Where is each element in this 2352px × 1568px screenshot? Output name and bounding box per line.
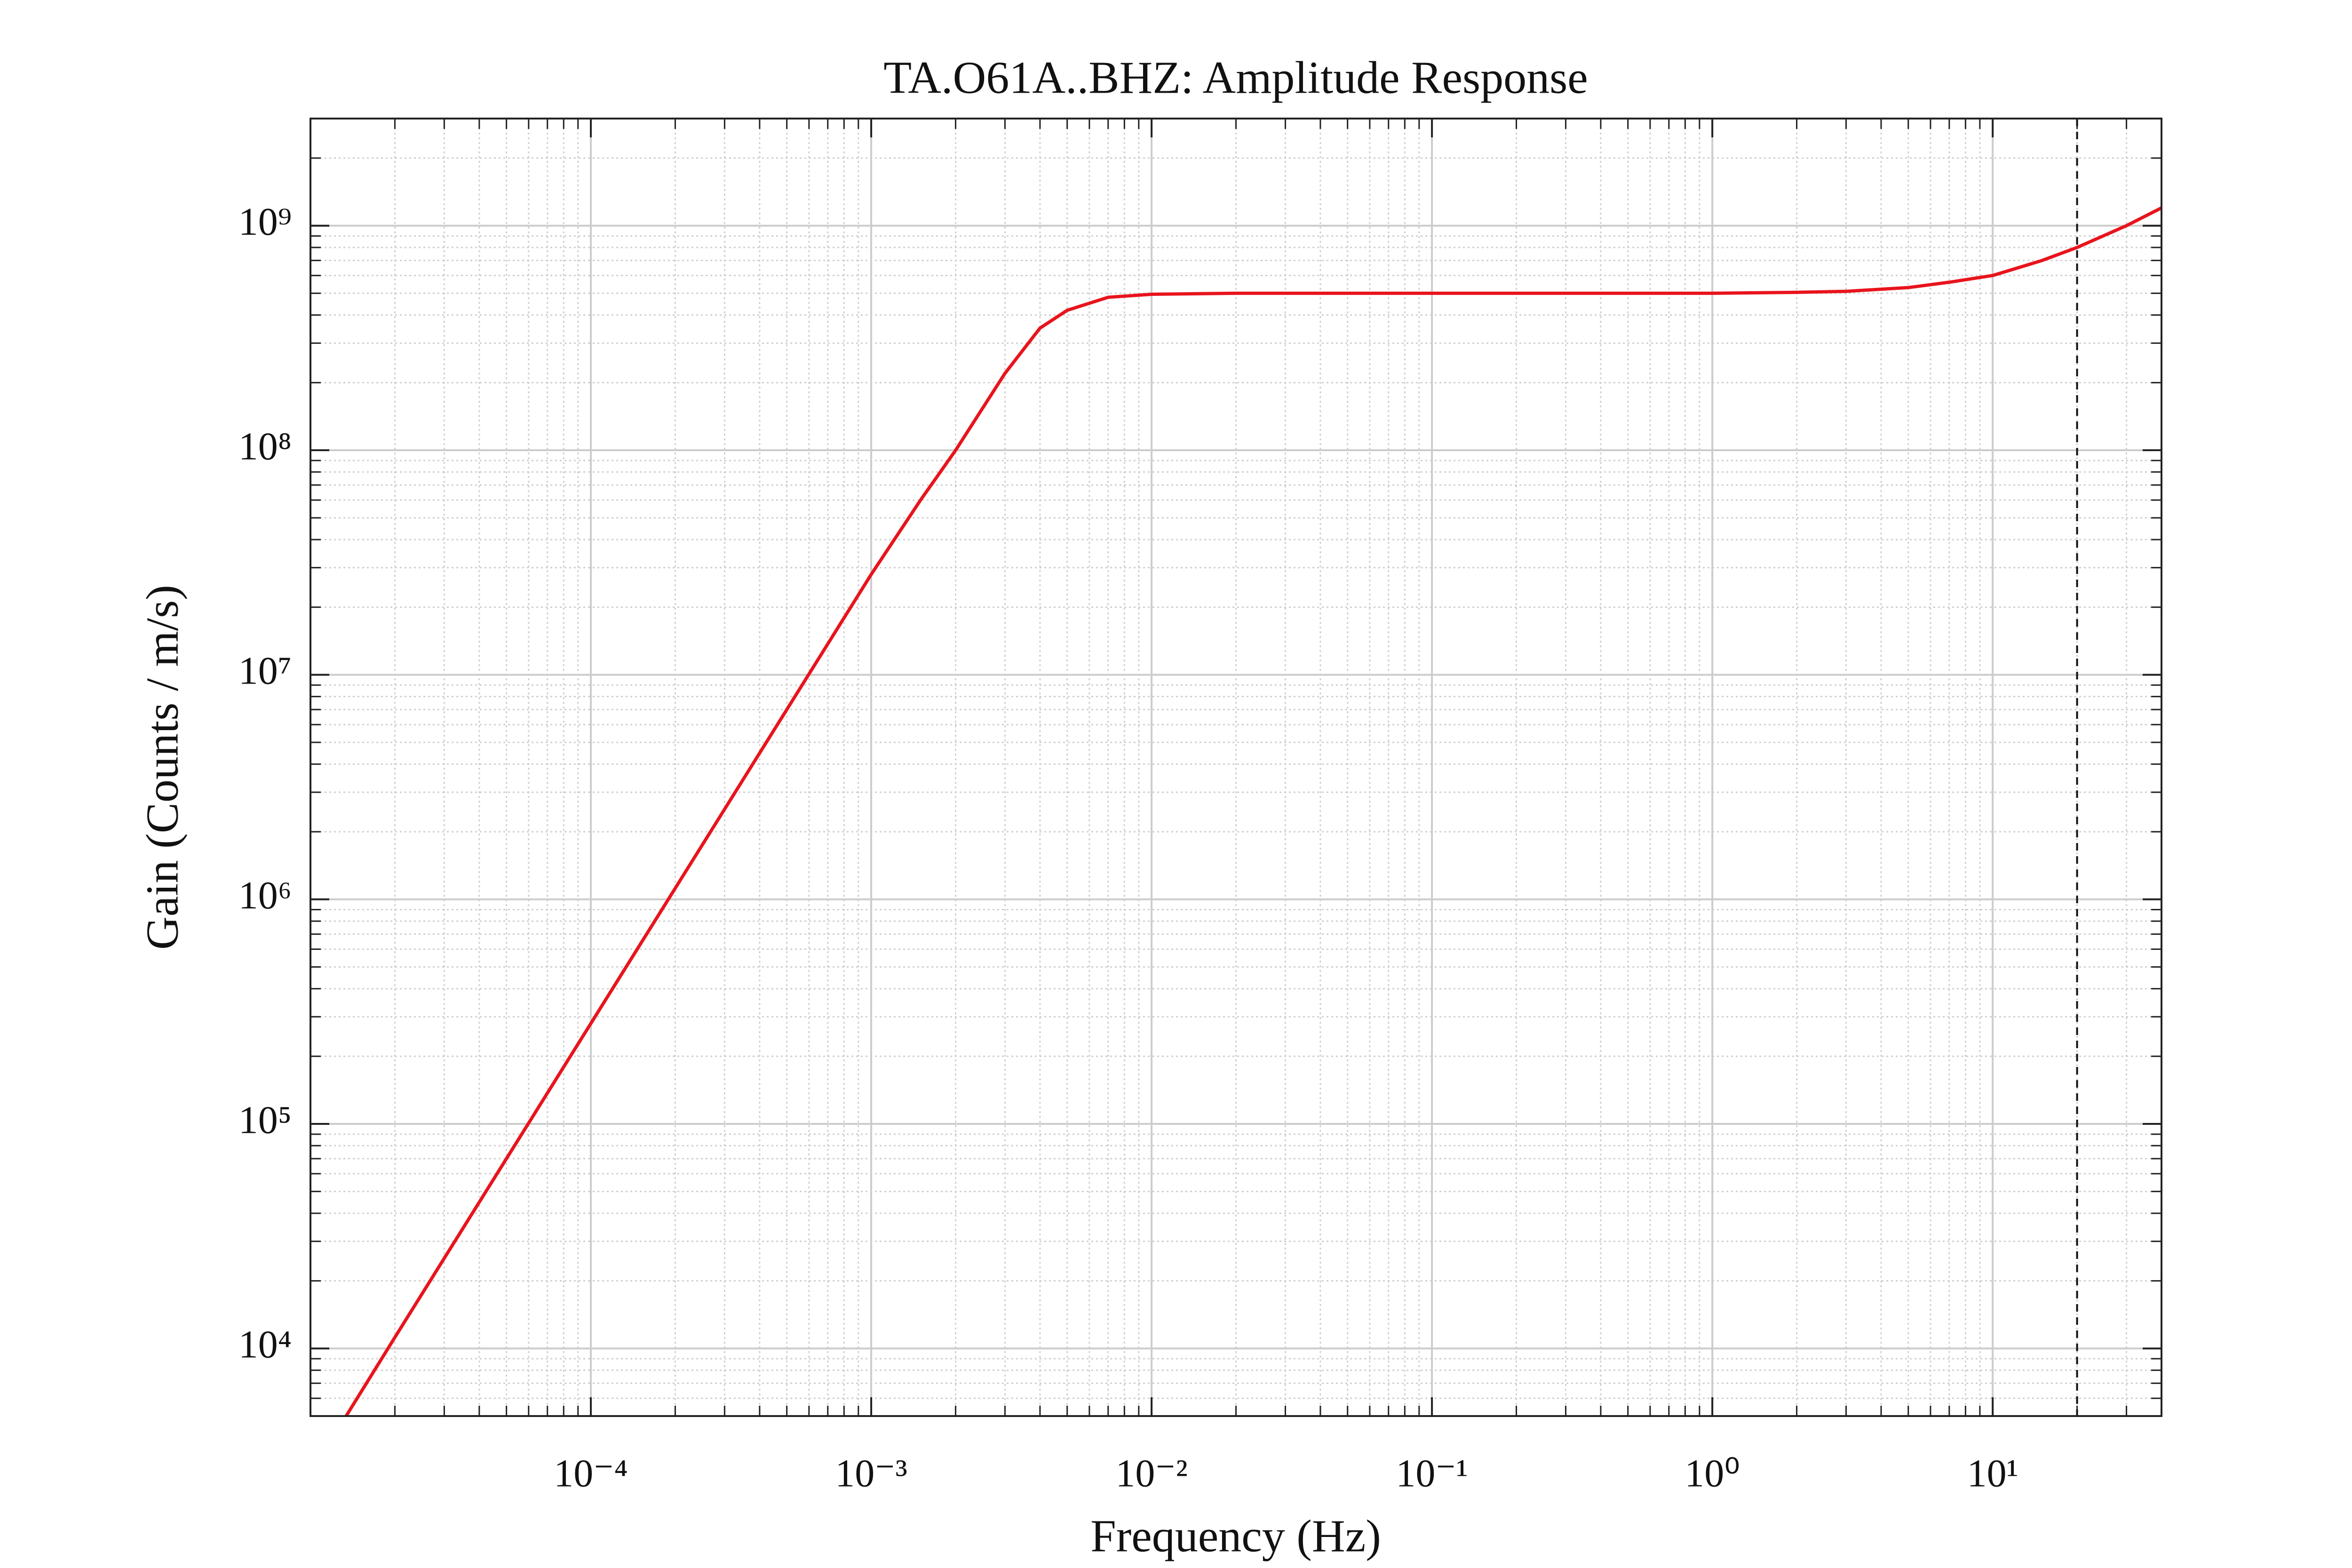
x-tick-label: 10⁻³ — [835, 1451, 907, 1495]
x-tick-label: 10⁰ — [1685, 1451, 1740, 1495]
x-tick-label: 10⁻² — [1115, 1451, 1188, 1495]
data-line — [344, 206, 2161, 1416]
x-tick-label: 10⁻¹ — [1396, 1451, 1468, 1495]
y-tick-label: 10⁸ — [238, 424, 292, 468]
y-tick-label: 10⁴ — [238, 1323, 292, 1367]
plot-frame — [310, 118, 2162, 1417]
y-tick-label: 10⁵ — [238, 1098, 292, 1142]
y-tick-label: 10⁶ — [238, 874, 292, 917]
y-tick-label: 10⁹ — [238, 200, 292, 244]
chart-title: TA.O61A..BHZ: Amplitude Response — [883, 52, 1588, 103]
x-axis-label: Frequency (Hz) — [1090, 1511, 1381, 1561]
x-tick-label: 10⁻⁴ — [554, 1451, 628, 1495]
y-tick-label: 10⁷ — [238, 649, 292, 693]
y-axis-label: Gain (Counts / m/s) — [137, 585, 188, 950]
x-tick-label: 10¹ — [1967, 1451, 2018, 1495]
